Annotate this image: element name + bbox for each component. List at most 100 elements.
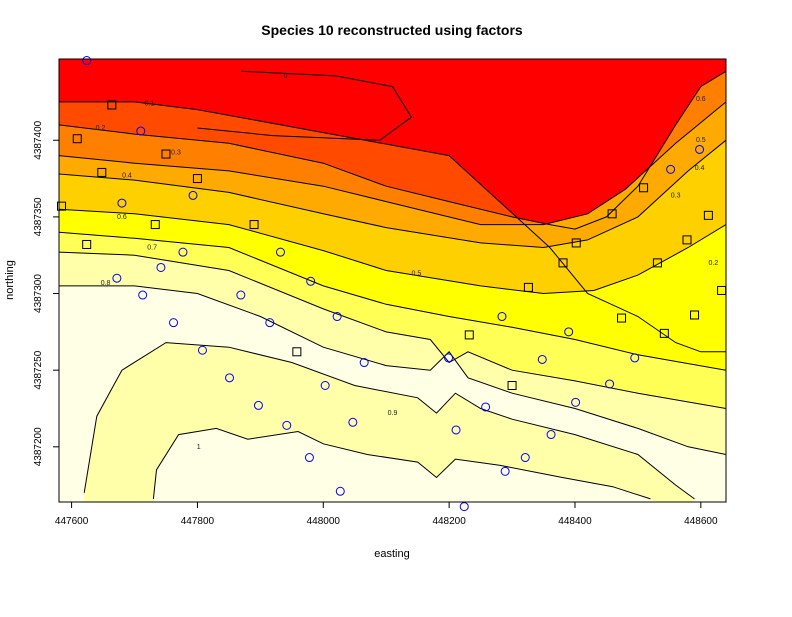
sample-point-square (682, 235, 692, 245)
contour-label: 0.9 (388, 410, 398, 417)
contour-label: 0 (284, 73, 288, 80)
y-tick-label: 4387200 (33, 427, 44, 466)
contour-label: 0.5 (412, 271, 422, 278)
y-tick-label: 4387300 (33, 274, 44, 313)
contour-label: 0.8 (101, 280, 111, 287)
contour-label: 0.2 (96, 125, 106, 132)
sample-point-circle (156, 262, 166, 272)
sample-point-circle (500, 466, 510, 476)
contour-line (59, 101, 726, 226)
sample-point-circle (571, 397, 581, 407)
heat-band-peak (153, 428, 651, 502)
contour-label: 0.6 (696, 96, 706, 103)
sample-point-circle (459, 502, 469, 512)
sample-point-circle (306, 276, 316, 286)
sample-point-square (703, 210, 713, 220)
sample-point-circle (225, 373, 235, 383)
sample-point-circle (497, 312, 507, 322)
sample-point-circle (695, 144, 705, 154)
contour-line (59, 285, 726, 455)
sample-point-square (607, 209, 617, 219)
sample-point-square (292, 347, 302, 357)
sample-point-circle (112, 273, 122, 283)
sample-point-square (652, 258, 662, 268)
x-tick-label: 447800 (181, 516, 215, 527)
sample-point-circle (117, 198, 127, 208)
sample-point-circle (197, 345, 207, 355)
sample-point-circle (335, 486, 345, 496)
plot-frame (58, 58, 727, 503)
sample-point-square (161, 149, 171, 159)
contour-label: 0.2 (709, 260, 719, 267)
contour-line (59, 231, 726, 371)
contour-label: 0.3 (171, 150, 181, 157)
sample-point-circle (138, 290, 148, 300)
sample-point-circle (348, 417, 358, 427)
sample-point-circle (253, 400, 263, 410)
x-tick-label: 448600 (684, 516, 718, 527)
sample-point-circle (666, 164, 676, 174)
contour-label: 0.6 (117, 214, 127, 221)
sample-point-circle (82, 56, 92, 66)
sample-point-circle (481, 402, 491, 412)
contour-line (152, 427, 651, 500)
contour-line (59, 139, 726, 249)
contour-label: 0.1 (145, 100, 155, 107)
sample-point-square (507, 381, 517, 391)
contour-label: 1 (197, 444, 201, 451)
sample-point-circle (136, 126, 146, 136)
sample-point-square (249, 220, 259, 230)
y-tick-label: 4387400 (33, 120, 44, 159)
sample-point-square (464, 330, 474, 340)
sample-point-circle (444, 353, 454, 363)
sample-point-circle (520, 453, 530, 463)
sample-point-circle (275, 247, 285, 257)
sample-point-square (523, 282, 533, 292)
sample-point-square (150, 220, 160, 230)
sample-point-circle (546, 430, 556, 440)
sample-point-circle (359, 358, 369, 368)
sample-point-circle (188, 190, 198, 200)
sample-point-circle (178, 247, 188, 257)
heatmap-layer (59, 59, 726, 502)
sample-point-circle (282, 420, 292, 430)
sample-point-circle (605, 379, 615, 389)
x-tick-label: 448000 (307, 516, 341, 527)
point-layer (57, 56, 727, 512)
sample-point-square (639, 183, 649, 193)
sample-point-square (558, 258, 568, 268)
sample-point-circle (332, 312, 342, 322)
sample-point-square (617, 313, 627, 323)
sample-point-square (97, 167, 107, 177)
contour-line (83, 342, 695, 500)
sample-point-circle (169, 318, 179, 328)
contour-layer (59, 70, 726, 500)
x-tick-label: 448200 (432, 516, 466, 527)
sample-point-square (690, 310, 700, 320)
sample-point-circle (451, 425, 461, 435)
sample-point-circle (630, 353, 640, 363)
sample-point-square (659, 328, 669, 338)
y-axis-label: northing (4, 260, 16, 300)
sample-point-square (72, 134, 82, 144)
sample-point-circle (320, 381, 330, 391)
contour-line (197, 70, 413, 141)
contour-line (59, 70, 726, 230)
y-tick-label: 4387250 (33, 350, 44, 389)
y-tick-label: 4387350 (33, 197, 44, 236)
x-tick-label: 447600 (55, 516, 89, 527)
sample-point-circle (265, 318, 275, 328)
sample-point-square (57, 201, 67, 211)
contour-line (59, 251, 726, 409)
chart-title: Species 10 reconstructed using factors (261, 22, 523, 38)
contour-label: 0.4 (122, 172, 132, 179)
sample-point-square (571, 238, 581, 248)
contour-label: 0.4 (695, 165, 705, 172)
sample-point-circle (537, 354, 547, 364)
sample-point-square (82, 239, 92, 249)
x-axis-label: easting (374, 548, 409, 560)
sample-point-circle (564, 327, 574, 337)
contour-label-layer: 0 0.1 0.2 0.3 0.4 0.5 0.6 0.7 0.8 0.9 1 0.6 0.5 0.4 0.… (96, 73, 719, 451)
